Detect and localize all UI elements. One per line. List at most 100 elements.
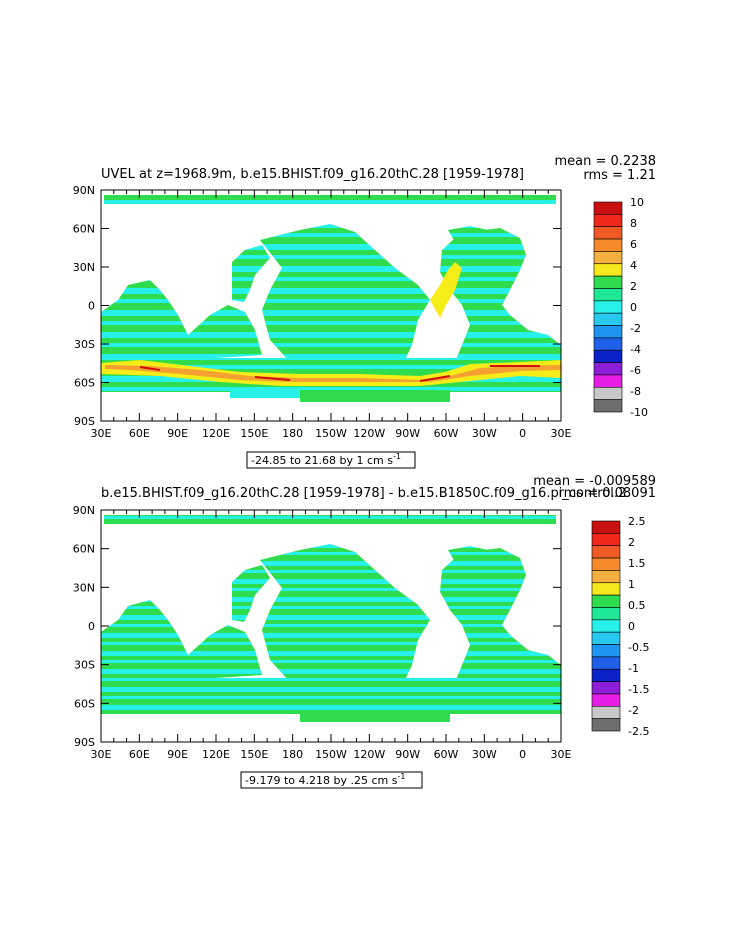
colorbar-swatch: [593, 251, 623, 265]
lat-label: 30N: [73, 261, 95, 274]
southern-ocean: [101, 678, 561, 714]
lat-label: 90S: [74, 736, 95, 749]
colorbar-swatch: [591, 705, 621, 719]
lon-label: 150W: [315, 748, 347, 761]
lat-label: 0: [88, 620, 95, 633]
lat-label: 30N: [73, 581, 95, 594]
info-box: -24.85 to 21.68 by 1 cm s-1: [246, 451, 416, 469]
lon-label: 150E: [240, 748, 268, 761]
colorbar-swatch: [593, 226, 623, 240]
labrador-sea: [448, 226, 490, 244]
colorbar-swatch: [593, 214, 623, 228]
lon-label: 120W: [353, 427, 385, 440]
colorbar-label: 1.5: [628, 557, 646, 570]
lon-label: 30W: [472, 427, 497, 440]
colorbar-label: -8: [630, 385, 641, 398]
map-area: [100, 509, 562, 743]
panel-title: b.e15.BHIST.f09_g16.20thC.28 [1959-1978]…: [101, 486, 626, 501]
lon-label: 30E: [551, 427, 572, 440]
colorbar-label: 4: [630, 259, 637, 272]
colorbar-swatch: [591, 582, 621, 596]
colorbar-label: 8: [630, 217, 637, 230]
colorbar-swatch: [593, 263, 623, 277]
colorbar: 2.5 2 1.5 1 0.5 0 -0.5 -1 -1.5 -2 -2.5: [591, 515, 649, 738]
colorbar-swatch: [593, 288, 623, 302]
colorbar-swatch: [591, 607, 621, 621]
lon-label: 90E: [167, 748, 188, 761]
longitude-labels: 30E 60E 90E 120E 150E 180 150W 120W 90W 60W 30W 0 30…: [91, 748, 572, 761]
colorbar-swatch: [593, 362, 623, 376]
lon-label: 120W: [353, 748, 385, 761]
colorbar-swatch: [591, 656, 621, 670]
lat-label: 90S: [74, 415, 95, 428]
colorbar-swatch: [593, 238, 623, 252]
colorbar-swatch: [593, 349, 623, 363]
colorbar-swatch: [591, 545, 621, 559]
pacific-ocean: [260, 224, 430, 362]
lat-label: 90N: [73, 504, 95, 517]
colorbar-swatch: [593, 275, 623, 289]
lon-label: 60E: [129, 748, 150, 761]
indian-ocean: [101, 280, 262, 362]
lat-label: 60N: [73, 543, 95, 556]
lon-label: 90E: [167, 427, 188, 440]
west-pacific: [232, 245, 270, 302]
latitude-labels: 90N 60N 30N 0 30S 60S 90S: [73, 504, 95, 749]
lon-label: 60E: [129, 427, 150, 440]
atlantic-ocean: [440, 548, 561, 682]
map-area: [100, 189, 562, 422]
colorbar-swatch: [591, 520, 621, 534]
lat-label: 30S: [74, 338, 95, 351]
colorbar-label: 1: [628, 578, 635, 591]
axis-ticks: [100, 509, 562, 743]
colorbar-label: 0: [628, 620, 635, 633]
mean-label: mean = -0.009589: [533, 474, 656, 489]
colorbar-label: -10: [630, 406, 648, 419]
lon-label: 180: [282, 748, 303, 761]
info-range: -9.179 to 4.218 by .25 cm s-1: [245, 772, 405, 787]
lon-label: 60W: [434, 427, 459, 440]
lon-label: 150W: [315, 427, 347, 440]
colorbar-swatch: [591, 594, 621, 608]
latitude-labels: 90N 60N 30N 0 30S 60S 90S: [73, 184, 95, 428]
lon-label: 30E: [551, 748, 572, 761]
colorbar-swatch: [591, 619, 621, 633]
lon-label: 0: [519, 748, 526, 761]
colorbar-label: -1: [628, 662, 639, 675]
lon-label: 90W: [395, 427, 420, 440]
panel-upel: UVEL at z=1968.9m, b.e15.BHIST.f09_g16.2…: [73, 154, 656, 469]
lat-label: 60N: [73, 223, 95, 236]
lon-label: 90W: [395, 748, 420, 761]
acc-jet-max: [139, 365, 540, 382]
colorbar-label: 0.5: [628, 599, 646, 612]
colorbar-swatch: [591, 533, 621, 547]
rms-label: rms = 0.08091: [559, 486, 656, 501]
acc-jet-core: [105, 365, 561, 382]
lon-label: 60W: [434, 748, 459, 761]
colorbar-label: 2: [630, 280, 637, 293]
colorbar-label: -0.5: [628, 641, 649, 654]
mean-label: mean = 0.2238: [554, 154, 656, 169]
colorbar-label: 6: [630, 238, 637, 251]
info-box: -9.179 to 4.218 by .25 cm s-1: [240, 771, 423, 789]
colorbar-swatch: [591, 631, 621, 645]
rms-label: rms = 1.21: [583, 168, 656, 183]
colorbar-label: 10: [630, 196, 644, 209]
colorbar-swatch: [593, 312, 623, 326]
colorbar-swatch: [591, 644, 621, 658]
colorbar-label: 0: [630, 301, 637, 314]
atlantic-ocean: [440, 228, 561, 362]
colorbar-label: -2: [630, 322, 641, 335]
lon-label: 0: [519, 427, 526, 440]
lon-label: 120E: [202, 427, 230, 440]
arctic-ocean: [104, 515, 556, 524]
colorbar-swatch: [593, 337, 623, 351]
lon-label: 30E: [91, 427, 112, 440]
colorbar-label: -2.5: [628, 725, 649, 738]
info-range: -24.85 to 21.68 by 1 cm s-1: [251, 452, 401, 467]
colorbar-label: -2: [628, 704, 639, 717]
arctic-ocean: [104, 195, 556, 204]
lon-label: 30E: [91, 748, 112, 761]
colorbar-swatch: [591, 570, 621, 584]
